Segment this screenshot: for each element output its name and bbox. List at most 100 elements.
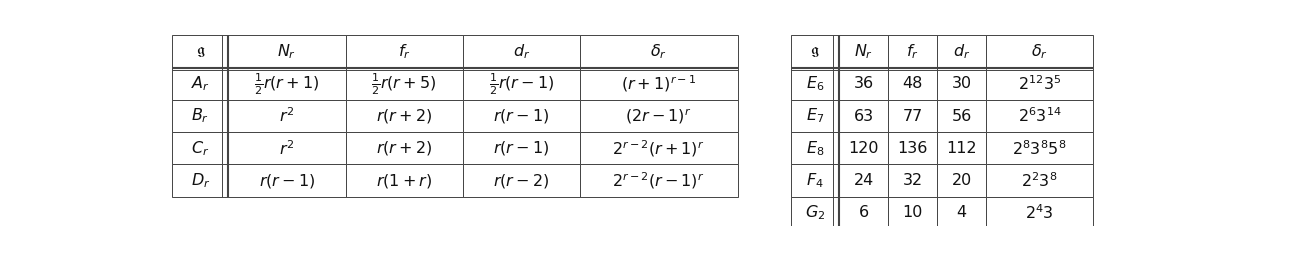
Text: 20: 20 (951, 173, 972, 188)
Text: 32: 32 (903, 173, 922, 188)
Text: $G_2$: $G_2$ (804, 203, 825, 222)
Text: $r(r+2)$: $r(r+2)$ (376, 107, 432, 125)
Bar (579, 35, 737, 68)
Text: 36: 36 (854, 76, 874, 91)
Text: $\frac{1}{2}r(r+5)$: $\frac{1}{2}r(r+5)$ (372, 71, 436, 97)
Bar (579, 164, 737, 197)
Bar (791, 35, 840, 68)
Text: $2^{r-2}(r-1)^r$: $2^{r-2}(r-1)^r$ (612, 170, 704, 191)
Bar (172, 100, 229, 132)
Text: 112: 112 (946, 141, 976, 156)
Text: $A_r$: $A_r$ (191, 74, 210, 93)
Bar (986, 68, 1093, 100)
Text: $E_6$: $E_6$ (805, 74, 824, 93)
Text: 120: 120 (849, 141, 879, 156)
Bar (986, 164, 1093, 197)
Text: $C_r$: $C_r$ (192, 139, 209, 158)
Bar (229, 35, 346, 68)
Text: $r(r-1)$: $r(r-1)$ (259, 172, 315, 189)
Text: $B_r$: $B_r$ (192, 107, 209, 125)
Text: $(2r-1)^r$: $(2r-1)^r$ (625, 106, 692, 126)
Bar (346, 164, 463, 197)
Bar (986, 100, 1093, 132)
Bar (937, 164, 986, 197)
Text: $r(r-1)$: $r(r-1)$ (493, 107, 549, 125)
Bar (463, 164, 579, 197)
Text: $r(1+r)$: $r(1+r)$ (376, 172, 432, 189)
Text: $r^2$: $r^2$ (280, 139, 294, 158)
Bar (791, 164, 840, 197)
Text: 6: 6 (859, 205, 869, 220)
Text: $E_8$: $E_8$ (805, 139, 824, 158)
Text: $(r+1)^{r-1}$: $(r+1)^{r-1}$ (622, 73, 696, 94)
Text: 136: 136 (897, 141, 928, 156)
Bar (172, 68, 229, 100)
Bar (888, 100, 937, 132)
Bar (172, 35, 229, 68)
Bar (791, 197, 840, 229)
Bar (463, 68, 579, 100)
Text: $\frac{1}{2}r(r+1)$: $\frac{1}{2}r(r+1)$ (255, 71, 319, 97)
Bar (579, 68, 737, 100)
Text: $D_r$: $D_r$ (191, 171, 210, 190)
Text: $2^{r-2}(r+1)^r$: $2^{r-2}(r+1)^r$ (612, 138, 704, 159)
Text: 10: 10 (903, 205, 922, 220)
Bar (840, 100, 888, 132)
Bar (229, 100, 346, 132)
Bar (888, 68, 937, 100)
Text: $2^{12}3^5$: $2^{12}3^5$ (1018, 74, 1062, 93)
Bar (791, 68, 840, 100)
Bar (937, 132, 986, 164)
Bar (172, 132, 229, 164)
Bar (791, 100, 840, 132)
Bar (840, 197, 888, 229)
Bar (888, 197, 937, 229)
Text: $2^{2}3^{8}$: $2^{2}3^{8}$ (1021, 171, 1058, 190)
Bar (986, 35, 1093, 68)
Text: $f_r$: $f_r$ (398, 42, 410, 61)
Text: 77: 77 (903, 108, 922, 123)
Bar (840, 164, 888, 197)
Text: $r(r+2)$: $r(r+2)$ (376, 139, 432, 157)
Bar (346, 68, 463, 100)
Text: $r^2$: $r^2$ (280, 107, 294, 125)
Text: 48: 48 (903, 76, 922, 91)
Bar (840, 132, 888, 164)
Bar (463, 100, 579, 132)
Text: $\mathfrak{g}$: $\mathfrak{g}$ (196, 44, 205, 59)
Text: 56: 56 (951, 108, 972, 123)
Text: $r(r-1)$: $r(r-1)$ (493, 139, 549, 157)
Bar (986, 132, 1093, 164)
Bar (579, 132, 737, 164)
Bar (937, 68, 986, 100)
Bar (229, 132, 346, 164)
Text: 63: 63 (854, 108, 874, 123)
Text: $2^{6}3^{14}$: $2^{6}3^{14}$ (1017, 107, 1062, 125)
Bar (791, 132, 840, 164)
Text: $2^{4}3$: $2^{4}3$ (1025, 203, 1054, 222)
Text: $f_r$: $f_r$ (907, 42, 918, 61)
Bar (840, 35, 888, 68)
Text: $N_r$: $N_r$ (277, 42, 297, 61)
Bar (888, 35, 937, 68)
Bar (229, 164, 346, 197)
Text: $F_4$: $F_4$ (807, 171, 824, 190)
Text: 30: 30 (951, 76, 971, 91)
Bar (172, 164, 229, 197)
Bar (888, 164, 937, 197)
Bar (579, 100, 737, 132)
Bar (346, 100, 463, 132)
Bar (986, 197, 1093, 229)
Bar (463, 132, 579, 164)
Text: $r(r-2)$: $r(r-2)$ (493, 172, 549, 189)
Text: $\frac{1}{2}r(r-1)$: $\frac{1}{2}r(r-1)$ (489, 71, 553, 97)
Bar (937, 100, 986, 132)
Bar (346, 35, 463, 68)
Text: $d_r$: $d_r$ (953, 42, 970, 61)
Text: $\delta_r$: $\delta_r$ (650, 42, 668, 61)
Bar (840, 68, 888, 100)
Text: $2^{8}3^{8}5^{8}$: $2^{8}3^{8}5^{8}$ (1012, 139, 1067, 158)
Text: $N_r$: $N_r$ (854, 42, 874, 61)
Text: $\mathfrak{g}$: $\mathfrak{g}$ (811, 44, 820, 59)
Bar (937, 197, 986, 229)
